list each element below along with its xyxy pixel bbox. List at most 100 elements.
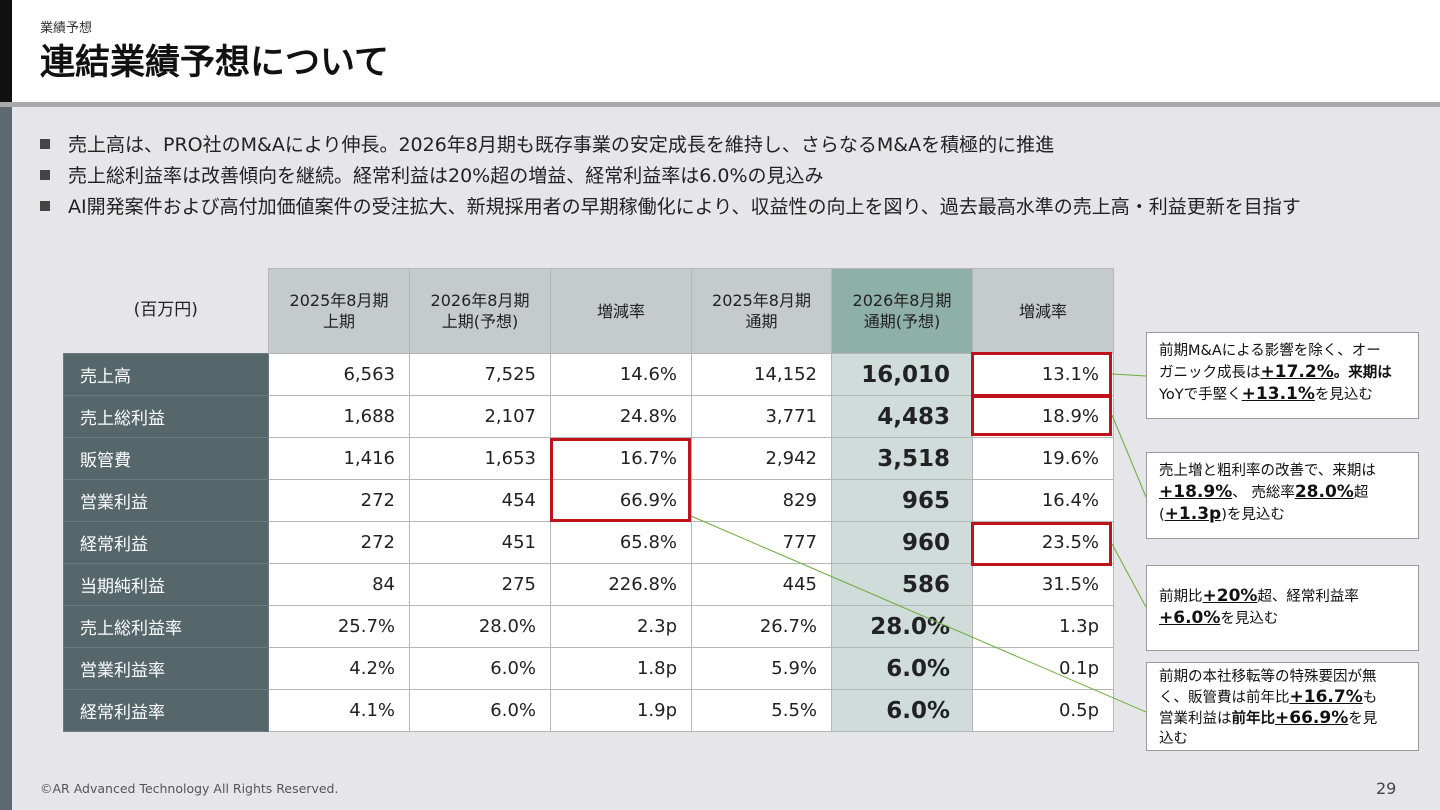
square-bullet-icon xyxy=(40,169,50,180)
forecast-value-cell: 965 xyxy=(831,479,973,522)
forecast-value-cell: 16,010 xyxy=(831,353,973,396)
table-cell: 13.1% xyxy=(972,353,1114,396)
table-cell: 4.1% xyxy=(268,689,410,732)
forecast-value-cell: 586 xyxy=(831,563,973,606)
table-row: 経常利益 272 451 65.8% 777 960 23.5% xyxy=(63,521,1114,564)
table-cell: 5.5% xyxy=(691,689,832,732)
table-cell: 31.5% xyxy=(972,563,1114,606)
row-label: 経常利益率 xyxy=(63,689,269,732)
table-row: 経常利益率 4.1% 6.0% 1.9p 5.5% 6.0% 0.5p xyxy=(63,689,1114,732)
unit-label: (百万円) xyxy=(63,268,269,354)
left-accent-strip xyxy=(0,107,12,810)
column-header: 2025年8月期 上期 xyxy=(268,268,410,354)
square-bullet-icon xyxy=(40,138,50,149)
table-cell: 65.8% xyxy=(550,521,692,564)
table-row: 売上総利益 1,688 2,107 24.8% 3,771 4,483 18.9% xyxy=(63,395,1114,438)
forecast-value-cell: 960 xyxy=(831,521,973,564)
header-accent-bar xyxy=(0,0,12,104)
table-cell: 454 xyxy=(409,479,551,522)
column-header-highlight: 2026年8月期 通期(予想) xyxy=(831,268,973,354)
row-label: 営業利益 xyxy=(63,479,269,522)
row-label: 当期純利益 xyxy=(63,563,269,606)
row-label: 売上高 xyxy=(63,353,269,396)
highlight-box-ordinary-profit-yoy xyxy=(971,522,1112,566)
table-cell: 4.2% xyxy=(268,647,410,690)
table-cell: 1,688 xyxy=(268,395,410,438)
table-cell: 3,771 xyxy=(691,395,832,438)
table-header-row: (百万円) 2025年8月期 上期 2026年8月期 上期(予想) 増減率 2025… xyxy=(63,268,1114,354)
table-cell: 226.8% xyxy=(550,563,692,606)
section-label: 業績予想 xyxy=(40,21,93,36)
table-cell: 19.6% xyxy=(972,437,1114,480)
table-cell: 0.1p xyxy=(972,647,1114,690)
row-label: 売上総利益 xyxy=(63,395,269,438)
table-cell: 1.9p xyxy=(550,689,692,732)
table-cell: 5.9% xyxy=(691,647,832,690)
table-cell: 6.0% xyxy=(409,689,551,732)
slide-header: 業績予想 連結業績予想について xyxy=(0,0,1440,104)
callout-note-sales: 前期M&Aによる影響を除く、オー ガニック成長は+17.2%。来期は YoYで手… xyxy=(1146,332,1419,419)
table-cell: 451 xyxy=(409,521,551,564)
callout-note-gross-profit: 売上増と粗利率の改善で、来期は +18.9%、 売総率28.0%超 (+1.3p… xyxy=(1146,452,1419,539)
table-row: 売上高 6,563 7,525 14.6% 14,152 16,010 13.1% xyxy=(63,353,1114,396)
table-row: 営業利益 272 454 66.9% 829 965 16.4% xyxy=(63,479,1114,522)
table-cell: 2,942 xyxy=(691,437,832,480)
bullet-item: 売上総利益率は改善傾向を継続。経常利益は20%超の増益、経常利益率は6.0%の見… xyxy=(40,159,1420,190)
connector-line xyxy=(1111,543,1147,608)
table-cell: 275 xyxy=(409,563,551,606)
copyright-text: ©AR Advanced Technology All Rights Reser… xyxy=(40,781,339,796)
table-cell: 6.0% xyxy=(409,647,551,690)
table-cell: 6,563 xyxy=(268,353,410,396)
table-cell: 1,653 xyxy=(409,437,551,480)
table-row: 販管費 1,416 1,653 16.7% 2,942 3,518 19.6% xyxy=(63,437,1114,480)
connector-line xyxy=(1111,414,1147,498)
table-row: 売上総利益率 25.7% 28.0% 2.3p 26.7% 28.0% 1.3p xyxy=(63,605,1114,648)
callout-note-sga: 前期の本社移転等の特殊要因が無 く、販管費は前年比+16.7%も 営業利益は前年… xyxy=(1146,662,1419,751)
bullet-item: AI開発案件および高付加価値案件の受注拡大、新規採用者の早期稼働化により、収益性… xyxy=(40,190,1420,221)
highlight-box-sales-yoy xyxy=(971,352,1112,398)
row-label: 営業利益率 xyxy=(63,647,269,690)
table-cell: 26.7% xyxy=(691,605,832,648)
table-cell: 14,152 xyxy=(691,353,832,396)
column-header: 増減率 xyxy=(550,268,692,354)
table-cell: 1.3p xyxy=(972,605,1114,648)
table-cell: 24.8% xyxy=(550,395,692,438)
row-label: 販管費 xyxy=(63,437,269,480)
table-cell: 1.8p xyxy=(550,647,692,690)
highlight-box-sga-opprofit-h1 xyxy=(550,438,691,522)
table-cell: 777 xyxy=(691,521,832,564)
table-cell: 272 xyxy=(268,479,410,522)
table-cell: 445 xyxy=(691,563,832,606)
table-cell: 28.0% xyxy=(409,605,551,648)
forecast-value-cell: 4,483 xyxy=(831,395,973,438)
table-row: 営業利益率 4.2% 6.0% 1.8p 5.9% 6.0% 0.1p xyxy=(63,647,1114,690)
callout-note-ordinary-profit: 前期比+20%超、経常利益率 +6.0%を見込む xyxy=(1146,565,1419,651)
row-label: 経常利益 xyxy=(63,521,269,564)
table-cell: 272 xyxy=(268,521,410,564)
table-cell: 0.5p xyxy=(972,689,1114,732)
table-cell: 84 xyxy=(268,563,410,606)
page-number: 29 xyxy=(1376,779,1397,798)
row-label: 売上総利益率 xyxy=(63,605,269,648)
page-title: 連結業績予想について xyxy=(40,43,389,83)
column-header: 2026年8月期 上期(予想) xyxy=(409,268,551,354)
forecast-table: (百万円) 2025年8月期 上期 2026年8月期 上期(予想) 増減率 2025… xyxy=(63,268,1114,732)
table-cell: 16.4% xyxy=(972,479,1114,522)
table-cell: 14.6% xyxy=(550,353,692,396)
table-cell: 25.7% xyxy=(268,605,410,648)
forecast-value-cell: 3,518 xyxy=(831,437,973,480)
table-cell: 829 xyxy=(691,479,832,522)
header-divider xyxy=(0,102,1440,107)
forecast-value-cell: 6.0% xyxy=(831,689,973,732)
table-row: 当期純利益 84 275 226.8% 445 586 31.5% xyxy=(63,563,1114,606)
column-header: 増減率 xyxy=(972,268,1114,354)
bullet-item: 売上高は、PRO社のM&Aにより伸長。2026年8月期も既存事業の安定成長を維持… xyxy=(40,128,1420,159)
table-cell: 1,416 xyxy=(268,437,410,480)
square-bullet-icon xyxy=(40,200,50,211)
summary-bullets: 売上高は、PRO社のM&Aにより伸長。2026年8月期も既存事業の安定成長を維持… xyxy=(40,128,1420,221)
forecast-value-cell: 28.0% xyxy=(831,605,973,648)
table-cell: 2.3p xyxy=(550,605,692,648)
forecast-value-cell: 6.0% xyxy=(831,647,973,690)
column-header: 2025年8月期 通期 xyxy=(691,268,832,354)
table-cell: 66.9% xyxy=(550,479,692,522)
